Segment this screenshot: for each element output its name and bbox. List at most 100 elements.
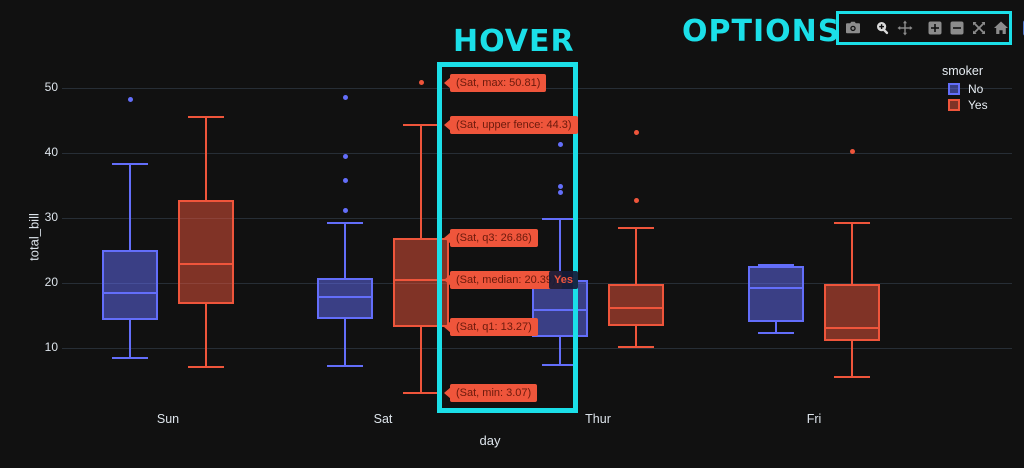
outlier-point[interactable]	[557, 189, 563, 195]
box-plot-yes-thur-median	[608, 307, 664, 310]
legend-item-label: No	[968, 82, 984, 96]
box-plot-no-sun-max-cap	[112, 163, 148, 166]
box-plot-no-fri-median	[748, 287, 804, 290]
box-plot-yes-fri-max-cap	[834, 222, 870, 225]
box-plot-yes-thur-upper-whisker	[635, 227, 637, 285]
hover-annotation-label: HOVER	[453, 24, 575, 59]
reset-axes-icon[interactable]	[993, 20, 1009, 36]
y-tick-label: 40	[44, 145, 58, 159]
camera-icon[interactable]	[845, 20, 861, 36]
box-plot-yes-fri-min-cap	[834, 375, 870, 378]
box-plot-yes-fri-lower-whisker	[851, 340, 853, 377]
tooltip-arrow-icon	[444, 387, 451, 400]
outlier-point[interactable]	[418, 80, 424, 86]
box-plot-yes-sun-max-cap	[188, 116, 224, 119]
box-plot-no-sat-max-cap	[327, 222, 363, 225]
box-plot-no-fri-min-cap	[758, 332, 794, 335]
hover-highlight-box	[437, 62, 578, 413]
x-axis-title: day	[479, 433, 501, 448]
box-plot-yes-thur[interactable]	[608, 284, 664, 326]
tooltip-arrow-icon	[444, 274, 451, 287]
outlier-point[interactable]	[127, 97, 133, 103]
box-plot-yes-sun-lower-whisker	[205, 303, 207, 367]
box-plot-no-fri-max-cap	[758, 263, 794, 266]
zoom-icon[interactable]	[875, 20, 891, 36]
outlier-point[interactable]	[633, 197, 639, 203]
box-plot-no-thur-median	[532, 308, 588, 311]
y-gridline	[62, 218, 1012, 219]
outlier-point[interactable]	[342, 95, 348, 101]
y-tick-label: 20	[44, 275, 58, 289]
x-tick-label: Sat	[373, 412, 393, 426]
box-plot-no-sat-upper-whisker	[344, 223, 346, 279]
box-plot-no-sat-min-cap	[327, 365, 363, 368]
box-plot-yes-sat-median	[393, 279, 449, 282]
box-plot-yes-sat-min-cap	[403, 392, 439, 395]
tooltip-arrow-icon	[444, 119, 451, 132]
hover-trace-name-tag: Yes	[549, 271, 578, 290]
plotly-modebar	[842, 20, 1024, 36]
box-plot-no-fri-lower-whisker	[775, 322, 777, 334]
box-plot-yes-fri-median	[824, 326, 880, 329]
options-annotation-label: OPTIONS	[682, 14, 841, 49]
legend-item-yes[interactable]: Yes	[948, 98, 988, 112]
outlier-point[interactable]	[633, 130, 639, 136]
box-plot-no-fri[interactable]	[748, 266, 804, 322]
box-plot-no-thur-min-cap	[542, 363, 578, 366]
box-plot-no-sun-median	[102, 292, 158, 295]
box-plot-no-sat[interactable]	[317, 278, 373, 319]
y-gridline	[62, 153, 1012, 154]
hover-tooltip: (Sat, upper fence: 44.3)	[444, 116, 578, 135]
outlier-point[interactable]	[342, 207, 348, 213]
legend-item-no[interactable]: No	[948, 82, 988, 96]
x-tick-label: Fri	[806, 412, 822, 426]
box-plot-yes-sun-median	[178, 262, 234, 265]
box-plot-yes-thur-max-cap	[618, 226, 654, 229]
legend-swatch-icon	[948, 99, 960, 111]
hover-tooltip: (Sat, q3: 26.86)	[444, 229, 538, 248]
pan-icon[interactable]	[897, 20, 913, 36]
box-plot-yes-sat-upper-whisker	[420, 125, 422, 239]
box-plot-no-sun[interactable]	[102, 249, 158, 321]
y-tick-label: 30	[44, 210, 58, 224]
box-plot-no-sun-upper-whisker	[129, 164, 131, 250]
zoom-out-icon[interactable]	[949, 20, 965, 36]
box-plot-no-sun-lower-whisker	[129, 320, 131, 358]
zoom-in-icon[interactable]	[927, 20, 943, 36]
tooltip-arrow-icon	[444, 76, 451, 89]
outlier-point[interactable]	[849, 148, 855, 154]
box-plot-yes-sat-max-cap	[403, 124, 439, 127]
box-plot-no-thur-lower-whisker	[559, 336, 561, 365]
hover-tooltip: (Sat, max: 50.81)	[444, 73, 547, 92]
outlier-point[interactable]	[342, 154, 348, 160]
box-plot-yes-sun[interactable]	[178, 199, 234, 304]
box-plot-yes-sat-lower-whisker	[420, 326, 422, 394]
outlier-point[interactable]	[342, 178, 348, 184]
box-plot-yes-thur-min-cap	[618, 345, 654, 348]
box-plot-no-sun-min-cap	[112, 356, 148, 359]
tooltip-arrow-icon	[444, 232, 451, 245]
box-plot-no-thur-upper-whisker	[559, 219, 561, 280]
y-gridline	[62, 348, 1012, 349]
options-highlight-box	[836, 11, 1012, 45]
hover-tooltip: (Sat, median: 20.39)	[444, 271, 562, 290]
outlier-point[interactable]	[557, 142, 563, 148]
x-tick-label: Sun	[156, 412, 180, 426]
box-plot-yes-fri[interactable]	[824, 284, 880, 341]
legend-item-label: Yes	[968, 98, 988, 112]
hover-tooltip: (Sat, min: 3.07)	[444, 384, 538, 403]
legend-title: smoker	[942, 64, 983, 78]
box-plot-yes-sun-min-cap	[188, 365, 224, 368]
box-plot-no-sat-median	[317, 296, 373, 299]
outlier-point[interactable]	[557, 183, 563, 189]
box-plot-no-sat-lower-whisker	[344, 318, 346, 367]
y-tick-label: 10	[44, 340, 58, 354]
box-plot-yes-thur-lower-whisker	[635, 325, 637, 347]
hover-tooltip: (Sat, q1: 13.27)	[444, 317, 538, 336]
legend-swatch-icon	[948, 83, 960, 95]
box-plot-yes-fri-upper-whisker	[851, 223, 853, 285]
box-plot-yes-sun-upper-whisker	[205, 117, 207, 200]
box-plot-no-thur-max-cap	[542, 218, 578, 221]
autoscale-icon[interactable]	[971, 20, 987, 36]
